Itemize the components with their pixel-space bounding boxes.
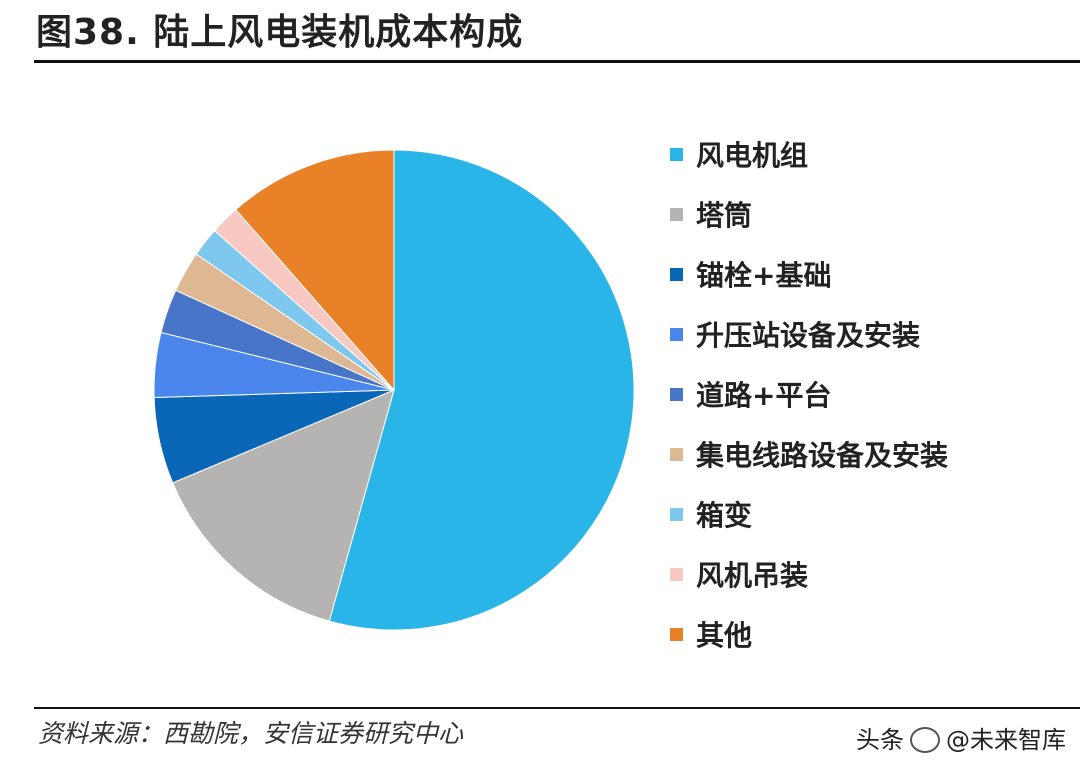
chart-title: 图38. 陆上风电装机成本构成 <box>36 12 524 53</box>
legend-label: 塔筒 <box>696 199 753 232</box>
legend-label: 风电机组 <box>696 139 809 172</box>
legend-label: 道路+平台 <box>696 379 832 412</box>
legend-swatch <box>670 387 683 401</box>
legend-item: 道路+平台 <box>670 364 948 424</box>
watermark-handle: @未来智库 <box>946 726 1066 754</box>
legend-swatch <box>670 567 683 581</box>
legend-swatch <box>670 207 683 221</box>
legend-label: 集电线路设备及安装 <box>696 439 949 472</box>
legend-swatch <box>670 327 683 341</box>
legend-swatch <box>670 507 683 521</box>
pie-chart <box>153 149 635 631</box>
legend-swatch <box>670 267 683 281</box>
legend-item: 锚栓+基础 <box>670 244 948 304</box>
watermark-prefix: 头条 <box>856 726 904 754</box>
legend-item: 集电线路设备及安装 <box>670 424 948 484</box>
pie-slice-9 <box>235 149 395 392</box>
chart-legend: 风电机组塔筒锚栓+基础升压站设备及安装 道路+平台集电线路设备及安装 箱变风机吊装其… <box>670 124 948 664</box>
pie-slice-2 <box>172 389 395 622</box>
pie-slice-1 <box>328 149 635 631</box>
legend-item: 风机吊装 <box>670 544 948 604</box>
watermark: 头条 @未来智库 <box>856 720 1066 760</box>
legend-item: 升压站设备及安装 <box>670 304 948 364</box>
wechat-icon <box>910 727 940 753</box>
legend-label: 风机吊装 <box>696 559 809 592</box>
source-note: 资料来源：西勘院，安信证券研究中心 <box>38 719 464 748</box>
legend-swatch <box>670 447 683 461</box>
legend-item: 塔筒 <box>670 184 948 244</box>
title-divider <box>34 60 1080 63</box>
legend-swatch <box>670 627 683 641</box>
legend-label: 箱变 <box>696 499 753 532</box>
legend-item: 风电机组 <box>670 124 948 184</box>
legend-label: 锚栓+基础 <box>696 259 832 292</box>
legend-label: 升压站设备及安装 <box>696 319 921 352</box>
legend-item: 其他 <box>670 604 948 664</box>
footer-divider <box>34 707 1080 709</box>
legend-item: 箱变 <box>670 484 948 544</box>
legend-swatch <box>670 147 683 161</box>
legend-label: 其他 <box>696 619 753 652</box>
